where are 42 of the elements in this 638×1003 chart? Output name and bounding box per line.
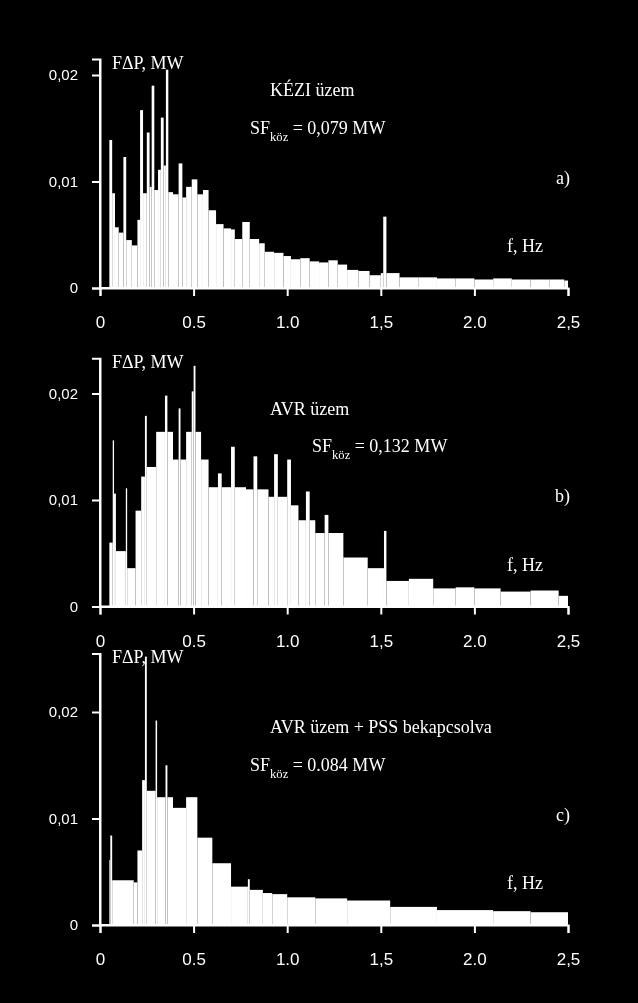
y-tick-label: 0,02 xyxy=(48,384,78,402)
annotation: SF$_{köz}$ = 0.084 MW xyxy=(250,754,386,781)
x-tick-label: 1.0 xyxy=(275,950,300,970)
x-tick-label: 2.0 xyxy=(463,631,487,651)
annotation: SF$_{köz}$ = 0,079 MW xyxy=(250,117,386,144)
y-tick-label: 0 xyxy=(69,279,78,297)
x-tick-label: 0.5 xyxy=(182,950,206,970)
annotation: SF$_{köz}$ = 0,132 MW xyxy=(312,436,448,463)
x-tick-label: 0 xyxy=(95,950,106,970)
y-axis-title: FΔP, MW xyxy=(112,53,184,74)
y-axis-title: FΔP, MW xyxy=(112,647,184,668)
x-tick-label: 1,5 xyxy=(369,950,394,970)
x-axis-title: f, Hz xyxy=(507,554,544,575)
x-tick-label: 0 xyxy=(95,631,106,651)
x-axis-title: f, Hz xyxy=(507,873,544,893)
y-tick-label: 0,02 xyxy=(48,703,78,721)
y-tick-label: 0,01 xyxy=(48,491,78,509)
y-tick-label: 0,02 xyxy=(48,66,78,84)
x-tick-label: 2,5 xyxy=(556,950,581,970)
x-tick-label: 2,5 xyxy=(556,631,581,651)
x-tick-label: 2.0 xyxy=(463,950,487,970)
x-axis-title: f, Hz xyxy=(507,236,544,256)
annotation: AVR üzem xyxy=(270,398,350,419)
annotation: c) xyxy=(556,804,570,826)
x-tick-label: 0.5 xyxy=(182,313,206,333)
y-tick-label: 0,01 xyxy=(48,809,78,827)
annotation: KÉZI üzem xyxy=(270,79,355,101)
x-tick-label: 1.0 xyxy=(275,631,300,651)
annotation: a) xyxy=(556,167,570,189)
y-tick-label: 0 xyxy=(69,916,78,934)
x-tick-label: 1.0 xyxy=(275,313,300,333)
annotation: AVR üzem + PSS bekapcsolva xyxy=(270,717,492,738)
x-tick-label: 2.0 xyxy=(463,313,487,333)
y-tick-label: 0,01 xyxy=(48,172,78,190)
x-tick-label: 0.5 xyxy=(182,631,206,651)
x-tick-label: 1,5 xyxy=(369,631,394,651)
annotation: b) xyxy=(555,486,570,508)
x-tick-label: 1,5 xyxy=(369,313,394,333)
x-tick-label: 0 xyxy=(95,313,106,333)
x-tick-label: 2,5 xyxy=(556,313,581,333)
y-axis-title: FΔP, MW xyxy=(112,352,184,373)
y-tick-label: 0 xyxy=(69,597,78,615)
